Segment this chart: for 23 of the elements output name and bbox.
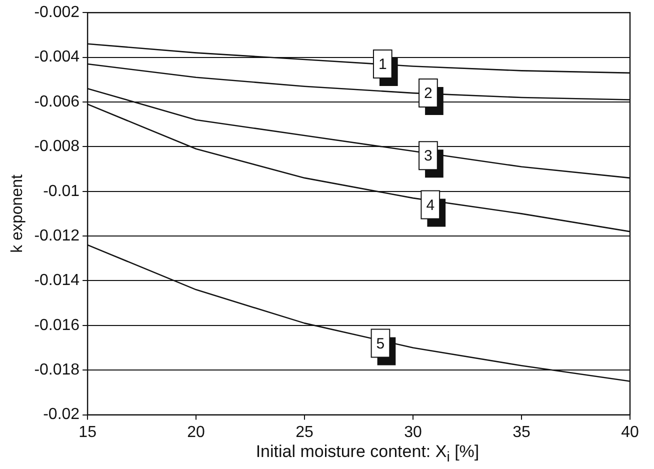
- y-tick-label: -0.018: [34, 362, 80, 379]
- y-tick-label: -0.014: [34, 272, 80, 290]
- y-tick-label: -0.008: [34, 138, 80, 156]
- x-tick-label: 35: [512, 424, 531, 441]
- annotation: 5: [376, 335, 385, 352]
- x-axis-title: Initial moisture content: X$_{i}$ [%]: [254, 442, 480, 466]
- x-tick-label: 30: [404, 424, 422, 441]
- annotation: 2: [424, 85, 432, 102]
- y-tick-label: -0.016: [34, 316, 80, 334]
- y-tick-label: -0.006: [34, 93, 80, 110]
- annotation: 4: [426, 196, 435, 214]
- y-tick-label: -0.01: [43, 182, 80, 200]
- annotation: 3: [424, 148, 432, 165]
- x-tick-label: 40: [621, 424, 639, 441]
- x-tick-label: 20: [187, 424, 206, 441]
- x-tick-label: 25: [296, 424, 314, 441]
- y-tick-label: -0.02: [43, 406, 80, 424]
- y-tick-label: -0.002: [34, 4, 80, 22]
- y-tick-label: -0.012: [34, 227, 80, 244]
- y-axis-title: k exponent: [9, 174, 26, 253]
- y-tick-label: -0.004: [34, 48, 80, 66]
- annotation: 1: [378, 56, 387, 74]
- x-tick-label: 15: [78, 424, 97, 441]
